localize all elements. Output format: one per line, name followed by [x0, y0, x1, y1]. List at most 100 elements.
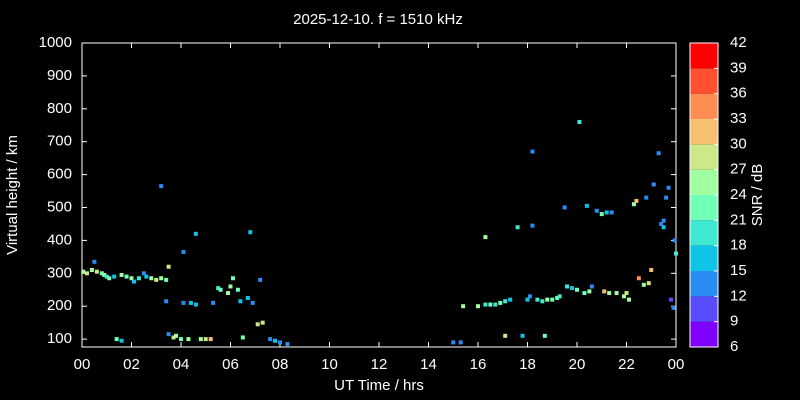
data-point [540, 299, 545, 304]
data-point [641, 282, 646, 287]
data-point [666, 185, 671, 190]
data-point [646, 281, 651, 286]
data-point [476, 304, 480, 309]
data-point [273, 338, 278, 343]
data-point [530, 149, 535, 154]
colorbar-tick-label: 42 [730, 34, 747, 51]
colorbar-tick-label: 18 [730, 237, 747, 254]
colorbar-band [690, 93, 718, 119]
data-point [451, 340, 456, 345]
colorbar-tick-label: 36 [730, 85, 747, 102]
data-point [216, 286, 221, 291]
data-point [584, 203, 589, 208]
colorbar-band [690, 220, 718, 246]
colorbar-tick-label: 6 [730, 338, 738, 355]
data-point [525, 297, 530, 302]
data-point [203, 337, 208, 342]
data-point [594, 208, 599, 213]
data-point [626, 297, 631, 302]
data-point [609, 210, 614, 215]
data-point [631, 202, 636, 207]
colorbar-label: SNR / dB [749, 164, 766, 227]
data-point [607, 291, 612, 296]
data-point [186, 337, 191, 342]
colorbar-tick-label: 15 [730, 262, 747, 279]
data-point [208, 337, 213, 342]
data-point [240, 335, 245, 340]
data-point [614, 291, 619, 296]
data-point [198, 337, 203, 342]
data-point [124, 274, 129, 279]
data-point [181, 300, 186, 305]
data-point [245, 295, 250, 300]
data-point [674, 251, 678, 256]
data-point [119, 338, 124, 343]
data-point [624, 291, 629, 296]
x-axis-label: UT Time / hrs [334, 377, 424, 394]
data-point [493, 302, 498, 307]
data-point [664, 195, 669, 200]
data-point [255, 322, 260, 327]
colorbar-band [690, 296, 718, 322]
x-tick-label: 02 [123, 356, 140, 373]
data-point [260, 320, 265, 325]
data-point [602, 289, 607, 294]
data-point [622, 294, 627, 299]
data-point [166, 332, 171, 337]
x-tick-label: 22 [618, 356, 635, 373]
colorbar-tick-label: 9 [730, 313, 738, 330]
data-point [278, 340, 282, 345]
chart-title: 2025-12-10. f = 1510 kHz [293, 11, 463, 28]
y-tick-label: 400 [47, 231, 72, 248]
data-point [661, 218, 666, 223]
x-tick-label: 20 [569, 356, 586, 373]
data-point [89, 268, 94, 273]
data-point [659, 221, 664, 226]
colorbar-tick-label: 21 [730, 211, 747, 228]
y-axis-label: Virtual height / km [4, 135, 21, 255]
data-point [483, 235, 488, 240]
data-point [542, 333, 547, 338]
data-point [577, 119, 582, 124]
data-point [193, 231, 198, 236]
data-point [562, 205, 567, 210]
data-point [587, 289, 592, 294]
x-tick-label: 08 [272, 356, 289, 373]
y-tick-label: 300 [47, 264, 72, 281]
data-point [144, 274, 149, 279]
y-tick-label: 900 [47, 67, 72, 84]
data-point [503, 299, 508, 304]
data-point [520, 333, 525, 338]
data-point [104, 274, 109, 279]
y-tick-label: 600 [47, 166, 72, 183]
data-point [589, 284, 594, 289]
data-point [530, 223, 535, 228]
data-point [250, 300, 255, 305]
data-point [131, 279, 136, 284]
colorbar-band [690, 68, 718, 94]
data-point [483, 302, 488, 307]
y-tick-label: 500 [47, 198, 72, 215]
data-point [535, 297, 540, 302]
data-point [644, 195, 649, 200]
data-point [248, 230, 253, 235]
data-point [112, 274, 117, 279]
data-point [599, 212, 604, 217]
data-point [159, 276, 164, 281]
y-tick-label: 800 [47, 100, 72, 117]
data-point [81, 269, 86, 274]
data-point [258, 277, 263, 282]
data-point [235, 287, 240, 292]
data-point [672, 238, 677, 243]
colorbar-band [690, 119, 718, 145]
data-point [107, 276, 112, 281]
data-point [636, 276, 641, 281]
plot-frame [81, 42, 677, 348]
data-point [557, 294, 562, 299]
data-point [84, 271, 89, 276]
colorbar-tick-label: 39 [730, 59, 747, 76]
data-point [508, 297, 513, 302]
data-point [166, 264, 171, 269]
